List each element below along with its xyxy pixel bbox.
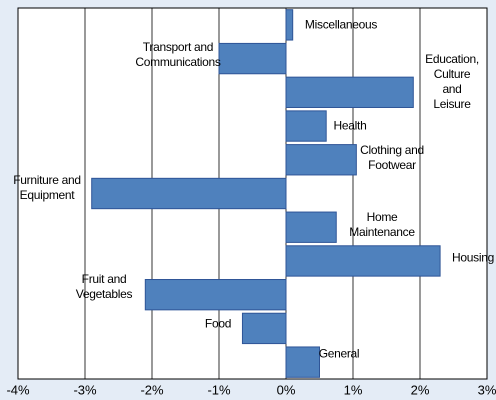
category-label: General (318, 346, 360, 361)
category-label: Education, Culture and Leisure (425, 52, 479, 111)
x-tick-label: 2% (411, 382, 430, 397)
x-tick-label: -2% (140, 382, 164, 397)
bar (285, 211, 337, 243)
bar (285, 144, 357, 176)
bar (285, 110, 327, 142)
category-label: Miscellaneous (304, 17, 378, 32)
plot-border (17, 7, 488, 380)
x-tick-label: -1% (207, 382, 231, 397)
x-tick-label: -3% (73, 382, 97, 397)
category-label: Home Maintenance (349, 210, 415, 239)
category-label: Transport and Communications (135, 40, 221, 69)
x-tick-label: -4% (6, 382, 30, 397)
bar (285, 76, 414, 108)
category-label: Health (333, 118, 367, 133)
category-label: Food (204, 316, 232, 331)
category-label: Furniture and Equipment (13, 173, 81, 202)
bar (144, 279, 287, 311)
bar (218, 42, 287, 75)
category-label: Housing (452, 250, 494, 265)
bar (285, 346, 320, 378)
x-tick-label: 0% (277, 382, 296, 397)
category-label: Fruit and Vegetables (75, 272, 133, 301)
bar (91, 177, 287, 210)
x-tick-label: 1% (344, 382, 363, 397)
x-tick-label: 3% (478, 382, 496, 397)
category-label: Clothing and Footwear (360, 143, 424, 172)
bar (285, 9, 294, 41)
bar (285, 245, 441, 277)
bar (241, 312, 287, 345)
